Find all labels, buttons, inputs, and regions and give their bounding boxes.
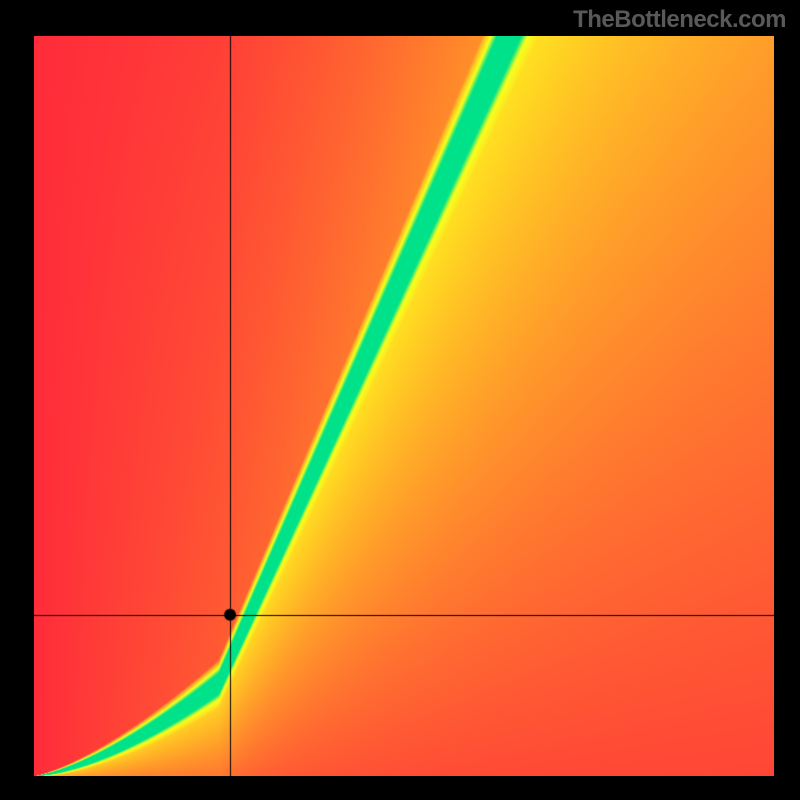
watermark: TheBottleneck.com bbox=[573, 6, 786, 34]
chart-container: TheBottleneck.com bbox=[0, 0, 800, 800]
bottleneck-heatmap bbox=[34, 36, 774, 776]
